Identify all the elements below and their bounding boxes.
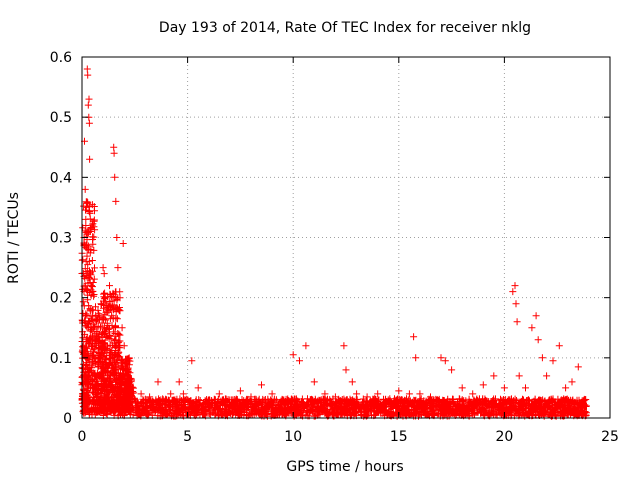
data-points [78,65,590,420]
y-tick-label: 0.1 [50,351,72,367]
x-axis-label: GPS time / hours [286,459,403,475]
chart-title: Day 193 of 2014, Rate Of TEC Index for r… [159,20,531,36]
y-tick-label: 0.5 [50,110,72,126]
x-tick-label: 20 [495,429,513,445]
scatter-plus-markers [78,65,590,420]
x-tick-label: 0 [78,429,87,445]
y-tick-label: 0.2 [50,291,72,307]
grid-lines [82,57,610,418]
x-tick-label: 5 [183,429,192,445]
x-tick-label: 10 [284,429,302,445]
y-axis-label: ROTI / TECUs [6,192,22,284]
y-tick-label: 0.3 [50,231,72,247]
y-tick-label: 0 [63,411,72,427]
y-tick-label: 0.4 [50,170,72,186]
axis-ticks: 0 5 10 15 20 25 0 0.1 0.2 0.3 0.4 0.5 0.6 [50,50,619,445]
y-tick-label: 0.6 [50,50,72,66]
x-tick-label: 25 [601,429,619,445]
x-tick-label: 15 [390,429,408,445]
